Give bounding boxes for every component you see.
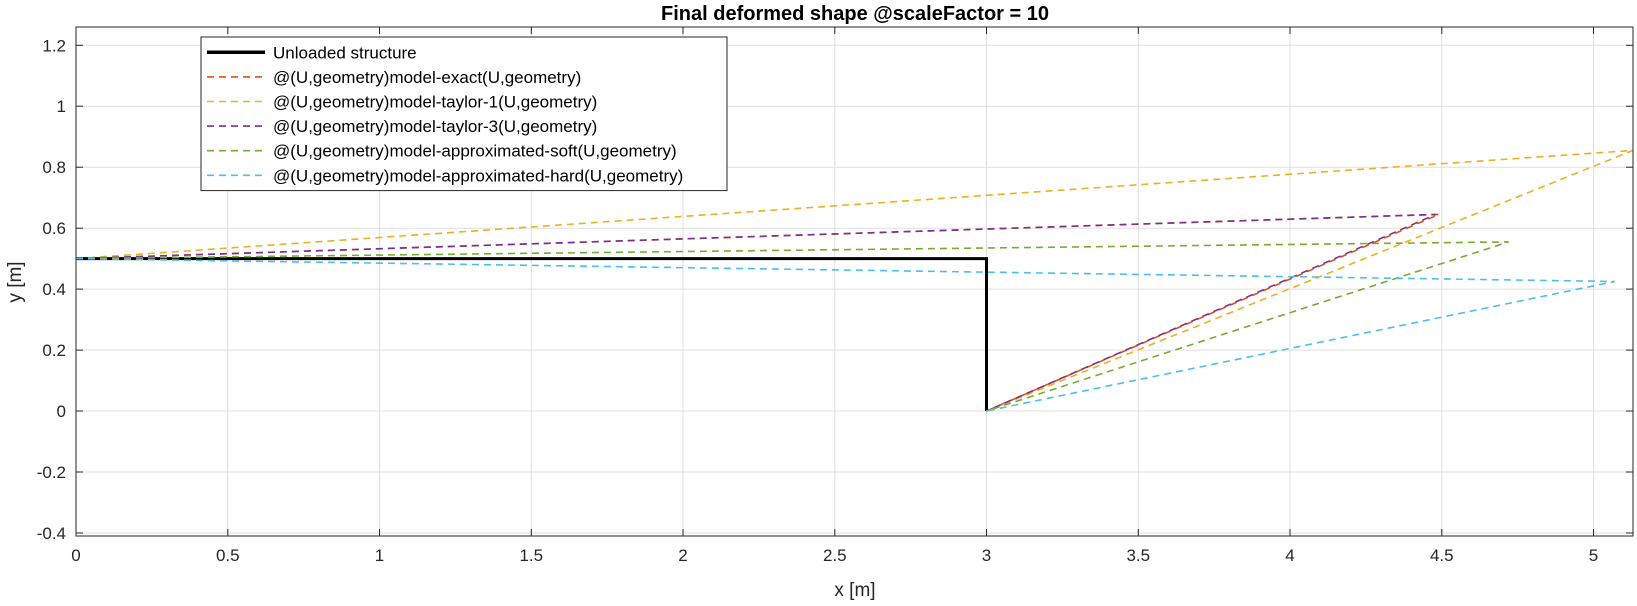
series-line-4 xyxy=(75,241,1509,412)
x-tick-label: 0 xyxy=(71,546,80,565)
legend-label-2: @(U,geometry)model-taylor-1(U,geometry) xyxy=(273,93,597,112)
y-tick-label: 1.2 xyxy=(42,36,66,55)
legend-label-0: Unloaded structure xyxy=(273,43,417,62)
x-tick-label: 1 xyxy=(375,546,384,565)
x-tick-label: 5 xyxy=(1589,546,1598,565)
x-axis-ticks: 0 0.5 1 1.5 2 2.5 3 3.5 4 4.5 5 xyxy=(71,27,1598,565)
series-line-5 xyxy=(75,257,1615,412)
legend-label-4: @(U,geometry)model-approximated-soft(U,g… xyxy=(273,142,677,161)
y-tick-label: 0 xyxy=(57,402,66,421)
chart-title: Final deformed shape @scaleFactor = 10 xyxy=(661,3,1049,25)
series-line-3 xyxy=(75,213,1437,412)
x-tick-label: 1.5 xyxy=(519,546,543,565)
y-tick-label: 0.4 xyxy=(42,280,66,299)
legend: Unloaded structure @(U,geometry)model-exa… xyxy=(200,36,728,192)
y-tick-label: -0.4 xyxy=(37,524,66,543)
x-axis-title: x [m] xyxy=(834,580,875,601)
legend-label-3: @(U,geometry)model-taylor-3(U,geometry) xyxy=(273,117,597,136)
y-tick-label: 0.6 xyxy=(42,219,66,238)
legend-box xyxy=(200,36,728,192)
y-tick-label: -0.2 xyxy=(37,463,66,482)
x-tick-label: 4 xyxy=(1285,546,1294,565)
y-tick-label: 0.8 xyxy=(42,158,66,177)
y-tick-label: 0.2 xyxy=(42,341,66,360)
x-tick-label: 4.5 xyxy=(1430,546,1454,565)
x-tick-label: 3.5 xyxy=(1126,546,1150,565)
y-axis-ticks: -0.4 -0.2 0 0.2 0.4 0.6 0.8 1 1.2 xyxy=(37,36,1633,543)
x-tick-label: 2 xyxy=(678,546,687,565)
legend-label-5: @(U,geometry)model-approximated-hard(U,g… xyxy=(273,166,683,185)
y-tick-label: 1 xyxy=(57,97,66,116)
x-tick-label: 0.5 xyxy=(216,546,240,565)
x-tick-label: 3 xyxy=(982,546,991,565)
plot-frame xyxy=(75,26,1634,537)
legend-label-1: @(U,geometry)model-exact(U,geometry) xyxy=(273,68,581,87)
y-axis-title: y [m] xyxy=(5,261,26,302)
series-line-0 xyxy=(76,257,988,411)
x-tick-label: 2.5 xyxy=(823,546,847,565)
